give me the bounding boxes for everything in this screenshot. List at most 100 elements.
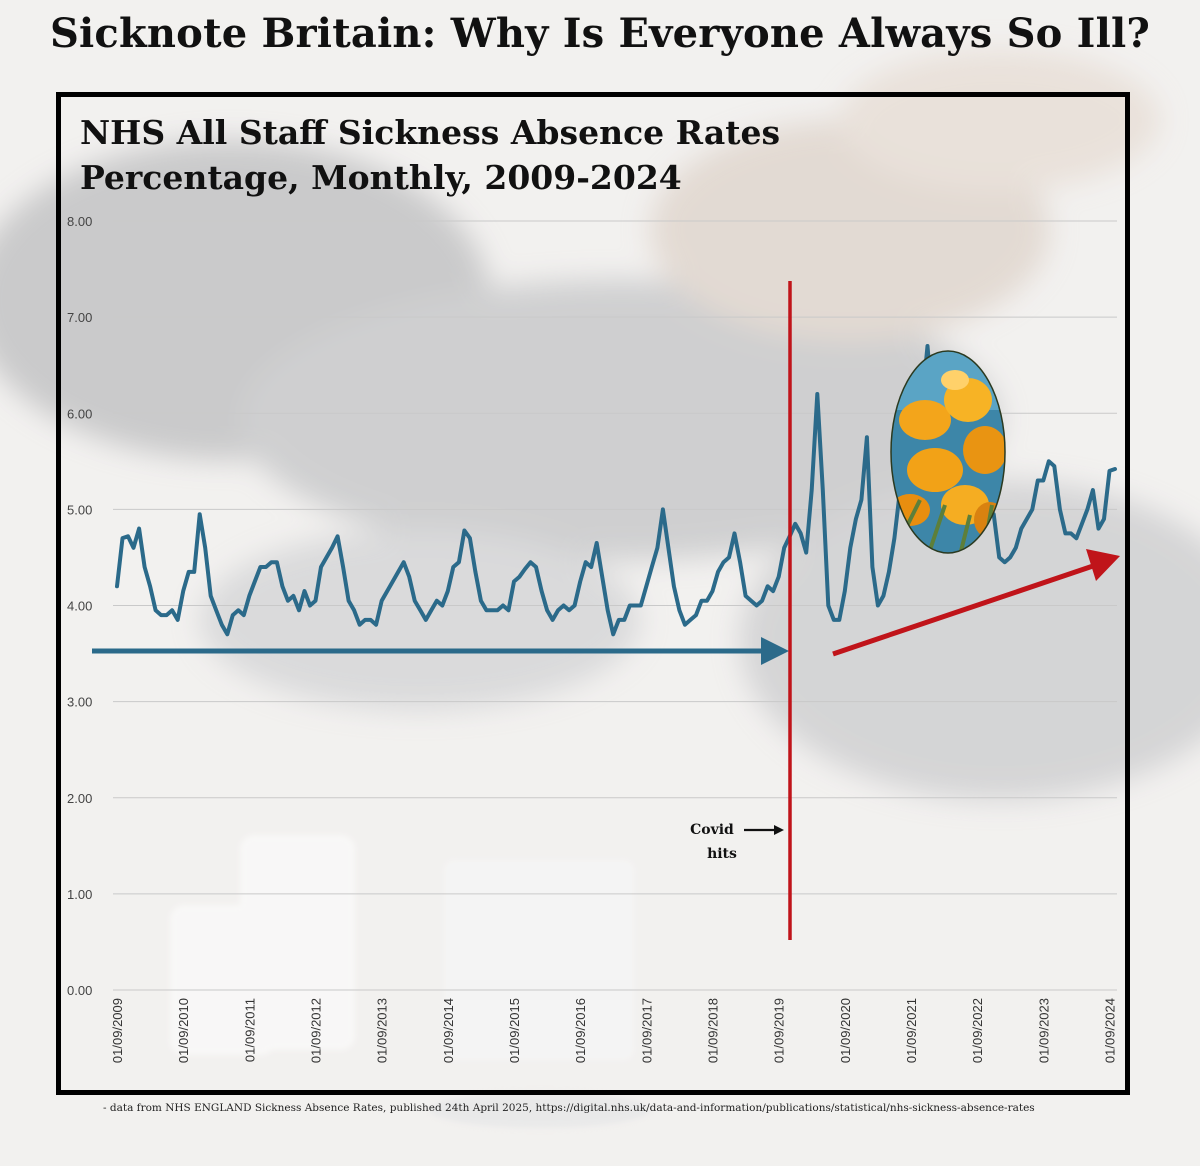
data-point: [1113, 467, 1117, 471]
data-point: [176, 618, 180, 622]
data-point: [1085, 507, 1089, 511]
data-point: [413, 599, 417, 603]
y-tick-label: 4.00: [67, 599, 92, 614]
data-point: [628, 603, 632, 608]
data-point: [308, 603, 312, 608]
data-point: [876, 603, 880, 608]
data-point: [1069, 531, 1073, 536]
data-point: [661, 507, 665, 511]
data-point: [771, 589, 775, 593]
data-point: [1041, 478, 1045, 483]
data-point: [540, 589, 544, 593]
data-point: [1036, 478, 1040, 483]
data-point: [755, 603, 759, 608]
data-point: [1014, 546, 1018, 550]
y-tick-label: 3.00: [67, 695, 92, 710]
data-point: [247, 594, 251, 598]
data-point: [479, 599, 483, 603]
y-tick-label: 2.00: [67, 791, 92, 806]
data-point: [567, 608, 571, 612]
data-point: [760, 599, 764, 603]
data-point: [854, 517, 858, 521]
data-point: [506, 608, 511, 612]
data-point: [418, 608, 422, 612]
data-point: [716, 570, 720, 574]
data-point: [242, 613, 246, 617]
data-point: [385, 589, 389, 593]
chart-title-line-1: NHS All Staff Sickness Absence Rates: [80, 113, 781, 152]
data-point: [291, 594, 295, 598]
data-point: [214, 608, 218, 612]
data-point: [573, 603, 577, 608]
trend-arrow-before-covid: [92, 637, 789, 665]
data-point: [826, 603, 830, 608]
y-tick-label: 1.00: [67, 887, 92, 902]
orange-poppies-photo: [890, 350, 1006, 554]
y-tick-label: 7.00: [67, 310, 92, 325]
data-point: [424, 618, 428, 622]
data-point: [446, 589, 450, 593]
data-point: [165, 613, 169, 617]
data-point: [402, 560, 406, 564]
data-point: [203, 546, 207, 550]
data-point: [848, 546, 852, 550]
data-point: [154, 608, 158, 612]
data-point: [396, 570, 400, 574]
data-point: [435, 599, 439, 603]
data-point: [473, 570, 477, 574]
chart-title-line-2: Percentage, Monthly, 2009-2024: [80, 158, 682, 197]
data-point: [633, 603, 637, 608]
data-point: [892, 536, 897, 540]
x-tick-label: 01/09/2022: [970, 998, 985, 1063]
data-point: [744, 594, 748, 598]
data-point: [534, 565, 538, 569]
data-point: [545, 608, 549, 612]
x-tick-label: 01/09/2009: [110, 998, 125, 1063]
data-point: [528, 560, 533, 564]
data-point: [319, 565, 323, 569]
data-point: [666, 546, 671, 550]
data-point: [1052, 464, 1056, 468]
data-point: [804, 551, 808, 555]
x-tick-label: 01/09/2018: [705, 998, 720, 1063]
data-point: [468, 536, 472, 540]
data-point: [358, 623, 362, 627]
data-point: [159, 613, 163, 617]
data-point: [512, 579, 516, 584]
data-point: [584, 560, 588, 564]
data-point: [324, 555, 329, 560]
data-point: [699, 599, 704, 603]
x-tick-label: 01/09/2012: [308, 998, 323, 1063]
data-point: [131, 546, 136, 550]
data-point: [236, 608, 240, 612]
data-point: [374, 623, 378, 627]
data-point: [551, 618, 555, 622]
data-point: [198, 512, 202, 516]
x-tick-label: 01/09/2021: [904, 998, 919, 1063]
data-point: [1019, 527, 1023, 531]
data-point: [391, 579, 395, 584]
x-tick-label: 01/09/2024: [1102, 998, 1117, 1063]
data-point: [799, 531, 803, 536]
data-point: [589, 565, 593, 569]
data-point: [562, 603, 566, 608]
data-point: [766, 584, 770, 588]
covid-label-line-1: Covid: [690, 822, 734, 838]
data-point: [710, 589, 715, 593]
y-tick-label: 8.00: [67, 214, 92, 229]
data-point: [407, 575, 411, 579]
data-point: [336, 534, 340, 538]
data-point: [705, 599, 709, 603]
data-point: [457, 560, 461, 564]
data-point: [639, 603, 643, 608]
data-point: [997, 555, 1001, 560]
data-point: [870, 565, 875, 569]
data-point: [1063, 531, 1067, 536]
data-point: [606, 608, 610, 612]
data-point: [556, 608, 560, 612]
data-point: [137, 527, 141, 531]
data-point: [821, 488, 825, 492]
data-point: [815, 392, 819, 396]
